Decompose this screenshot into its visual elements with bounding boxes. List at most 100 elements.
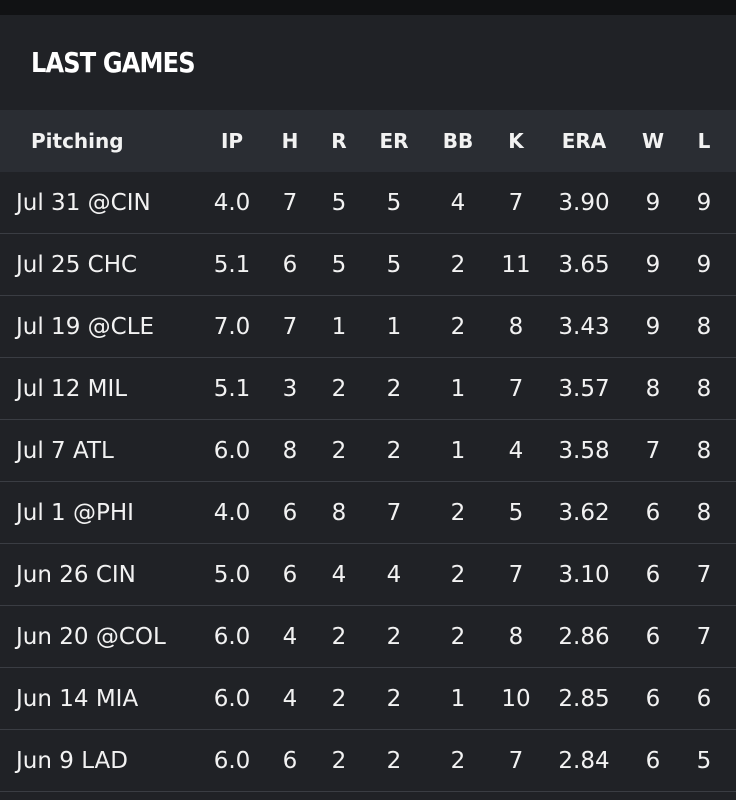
stat-cell: 6 xyxy=(282,561,298,588)
column-header: IP xyxy=(220,129,244,153)
stat-cell: 6 xyxy=(645,747,661,774)
column-header: Pitching xyxy=(31,129,124,153)
stat-cell: 7 xyxy=(696,561,712,588)
table-row: Jul 19 @CLE 7.0 7 1 1 2 8 3.43 9 8 xyxy=(0,296,736,358)
stat-cell: 5 xyxy=(386,251,402,278)
table-row: Jun 20 @COL 6.0 4 2 2 2 8 2.86 6 7 xyxy=(0,606,736,668)
stat-cell: 3.62 xyxy=(558,499,610,526)
stat-cell: 9 xyxy=(696,189,712,216)
column-header: K xyxy=(508,129,524,153)
stat-cell: 2 xyxy=(386,685,402,712)
game-label: Jun 9 LAD xyxy=(16,747,128,774)
stat-cell: 7 xyxy=(508,747,524,774)
stat-cell: 5 xyxy=(331,189,347,216)
stat-cell: 2 xyxy=(331,685,347,712)
stat-cell: 8 xyxy=(282,437,298,464)
column-header: ER xyxy=(379,129,409,153)
stat-cell: 3.57 xyxy=(558,375,610,402)
stat-cell: 7 xyxy=(282,189,298,216)
stat-cell: 4 xyxy=(282,623,298,650)
stat-cell: 2 xyxy=(331,375,347,402)
stat-cell: 3.58 xyxy=(558,437,610,464)
stat-cell: 2 xyxy=(386,437,402,464)
stat-cell: 3.10 xyxy=(558,561,610,588)
game-label: Jul 25 CHC xyxy=(16,251,138,278)
stat-cell: 7 xyxy=(645,437,661,464)
column-header: ERA xyxy=(561,129,607,153)
game-label: Jun 14 MIA xyxy=(16,685,139,712)
stat-cell: 9 xyxy=(696,251,712,278)
stat-cell: 6.0 xyxy=(213,747,251,774)
game-label: Jun 26 CIN xyxy=(16,561,136,588)
stat-cell: 6 xyxy=(282,251,298,278)
table-row: Jul 1 @PHI 4.0 6 8 7 2 5 3.62 6 8 xyxy=(0,482,736,544)
table-row: Jul 31 @CIN 4.0 7 5 5 4 7 3.90 9 9 xyxy=(0,172,736,234)
stat-cell: 6 xyxy=(696,685,712,712)
stat-cell: 9 xyxy=(645,251,661,278)
stat-cell: 2.84 xyxy=(558,747,610,774)
stat-cell: 7 xyxy=(696,623,712,650)
game-label: Jun 20 @COL xyxy=(16,623,166,650)
stat-cell: 7 xyxy=(282,313,298,340)
column-header: W xyxy=(641,129,665,153)
stat-cell: 2 xyxy=(450,313,466,340)
stat-cell: 4 xyxy=(508,437,524,464)
stat-cell: 9 xyxy=(645,189,661,216)
stat-cell: 6 xyxy=(645,561,661,588)
stat-cell: 2 xyxy=(450,747,466,774)
stat-cell: 1 xyxy=(450,685,466,712)
stat-cell: 4 xyxy=(282,685,298,712)
stat-cell: 2 xyxy=(386,747,402,774)
stat-cell: 2 xyxy=(331,747,347,774)
stat-cell: 4 xyxy=(450,189,466,216)
stat-cell: 8 xyxy=(696,437,712,464)
stat-cell: 3.43 xyxy=(558,313,610,340)
game-label: Jul 12 MIL xyxy=(16,375,128,402)
column-header: H xyxy=(281,129,299,153)
stat-cell: 1 xyxy=(386,313,402,340)
stat-cell: 3.90 xyxy=(558,189,610,216)
game-label: Jul 1 @PHI xyxy=(16,499,134,526)
stat-cell: 2 xyxy=(450,499,466,526)
stat-cell: 6.0 xyxy=(213,623,251,650)
stat-cell: 6 xyxy=(282,499,298,526)
table-row: Jul 7 ATL 6.0 8 2 2 1 4 3.58 7 8 xyxy=(0,420,736,482)
stat-cell: 2 xyxy=(386,623,402,650)
stat-cell: 2.85 xyxy=(558,685,610,712)
game-label: Jul 19 @CLE xyxy=(16,313,155,340)
stat-cell: 2 xyxy=(386,375,402,402)
table-row: Jul 12 MIL 5.1 3 2 2 1 7 3.57 8 8 xyxy=(0,358,736,420)
stat-cell: 9 xyxy=(645,313,661,340)
stat-cell: 8 xyxy=(645,375,661,402)
stat-cell: 5 xyxy=(386,189,402,216)
stat-cell: 7 xyxy=(508,375,524,402)
stat-cell: 10 xyxy=(501,685,531,712)
stat-cell: 5.1 xyxy=(213,251,251,278)
stat-cell: 4 xyxy=(386,561,402,588)
table-header: Pitching IP H R ER BB K ERA W L xyxy=(0,110,736,172)
stat-cell: 7.0 xyxy=(213,313,251,340)
table-row: Jun 14 MIA 6.0 4 2 2 1 10 2.85 6 6 xyxy=(0,668,736,730)
stat-cell: 5 xyxy=(331,251,347,278)
stat-cell: 8 xyxy=(331,499,347,526)
column-header: L xyxy=(697,129,711,153)
stat-cell: 2 xyxy=(450,623,466,650)
stat-cell: 6.0 xyxy=(213,685,251,712)
stat-cell: 1 xyxy=(331,313,347,340)
stat-cell: 1 xyxy=(450,437,466,464)
stat-cell: 8 xyxy=(696,313,712,340)
stat-cell: 4.0 xyxy=(213,499,251,526)
stat-cell: 6 xyxy=(645,499,661,526)
column-header: BB xyxy=(442,129,474,153)
stat-cell: 2 xyxy=(450,561,466,588)
stat-cell: 6 xyxy=(282,747,298,774)
column-header: R xyxy=(331,129,347,153)
stat-cell: 8 xyxy=(508,313,524,340)
stat-cell: 8 xyxy=(696,499,712,526)
stat-cell: 7 xyxy=(508,561,524,588)
stat-cell: 4.0 xyxy=(213,189,251,216)
stat-cell: 6 xyxy=(645,623,661,650)
section-title: LAST GAMES xyxy=(31,46,196,79)
game-label: Jul 31 @CIN xyxy=(16,189,151,216)
